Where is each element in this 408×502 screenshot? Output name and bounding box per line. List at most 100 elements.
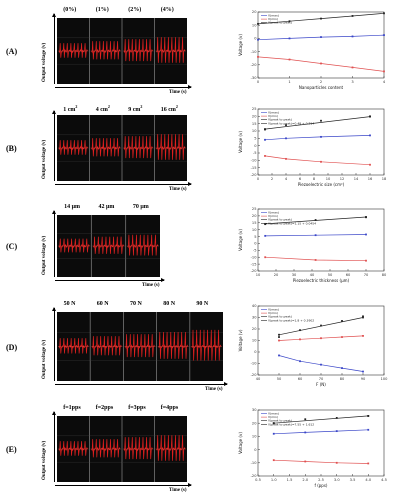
x-tick-label: 70 bbox=[319, 377, 324, 381]
voltage-chart: 10 20 30 40 50 60 70 80 -20 -15 -10 -5 0 5 10 15 20 25 Pie… bbox=[236, 203, 392, 295]
legend-entry: V(peak to peak) bbox=[268, 315, 292, 319]
x-tick-label: 40 bbox=[256, 377, 261, 381]
voltage-waveform bbox=[191, 329, 222, 361]
x-tick-label: 80 bbox=[340, 377, 345, 381]
data-point bbox=[335, 417, 338, 419]
x-tick-label: 0 bbox=[257, 80, 260, 84]
y-tick-label: -20 bbox=[251, 474, 258, 478]
waveform-svg bbox=[57, 312, 223, 381]
y-tick-label: 10 bbox=[252, 435, 257, 439]
data-point bbox=[320, 363, 322, 366]
y-tick-label: 15 bbox=[252, 122, 257, 126]
y-tick-label: -10 bbox=[251, 362, 258, 366]
voltage-waveform bbox=[58, 441, 88, 456]
waveform-svg bbox=[57, 416, 187, 482]
x-tick-label: 1.5 bbox=[287, 478, 293, 482]
legend-entry: V(max) bbox=[268, 211, 279, 215]
condition-label: f=4pps bbox=[160, 405, 179, 411]
x-axis-arrow bbox=[55, 85, 192, 89]
y-tick-label: 0 bbox=[254, 144, 257, 148]
y-tick-label: -10 bbox=[251, 50, 258, 54]
x-tick-label: 8 bbox=[313, 177, 316, 181]
voltage-chart: 0.5 1.0 1.5 2.0 2.5 3.0 3.5 4.0 4.5 -20 -10 0 10 20 30… bbox=[236, 404, 392, 500]
data-point bbox=[288, 58, 291, 61]
legend-entry: V(max) bbox=[268, 412, 279, 416]
voltage-waveform bbox=[158, 331, 189, 359]
data-point bbox=[257, 55, 259, 58]
data-point bbox=[320, 62, 322, 65]
data-point bbox=[369, 163, 371, 166]
data-point bbox=[314, 219, 317, 221]
series-line bbox=[273, 459, 369, 464]
y-tick-label: -20 bbox=[251, 269, 258, 273]
voltage-waveform bbox=[125, 334, 155, 358]
chart-x-label: Piezoelectric thickness (μm) bbox=[293, 278, 350, 283]
y-axis-arrow bbox=[52, 210, 56, 277]
data-point bbox=[288, 20, 291, 23]
condition-label: 50 N bbox=[63, 301, 76, 307]
condition-label: (0%) bbox=[63, 7, 77, 13]
data-point bbox=[272, 459, 275, 462]
x-tick-label: 20 bbox=[274, 273, 279, 277]
data-point bbox=[285, 157, 287, 160]
data-point bbox=[369, 115, 371, 118]
x-tick-label: 3.0 bbox=[334, 478, 340, 482]
voltage-chart-svg: 0.5 1.0 1.5 2.0 2.5 3.0 3.5 4.0 4.5 -20 -10 0 10 20 30… bbox=[238, 408, 387, 488]
y-tick-label: 10 bbox=[252, 129, 257, 133]
series-line bbox=[273, 429, 369, 435]
x-axis-arrow bbox=[55, 382, 228, 386]
x-tick-label: 16 bbox=[368, 177, 373, 181]
x-tick-label: 0.5 bbox=[255, 478, 261, 482]
data-point bbox=[367, 415, 370, 417]
chart-x-label: f (pps) bbox=[315, 483, 328, 488]
x-tick-label: 30 bbox=[292, 273, 297, 277]
series-line bbox=[264, 116, 371, 130]
data-point bbox=[367, 462, 370, 465]
voltage-chart-svg: 0 2 4 6 8 10 12 14 16 18 -20 -15 -10 -5 0 5 10 15 20 25 Piez… bbox=[238, 107, 387, 187]
data-point bbox=[278, 336, 280, 338]
x-tick-label: 60 bbox=[346, 273, 351, 277]
data-point bbox=[362, 370, 364, 373]
x-tick-label: 2 bbox=[271, 177, 273, 181]
y-tick-label: 10 bbox=[252, 339, 257, 343]
data-point bbox=[320, 36, 322, 38]
x-tick-label: 1.0 bbox=[271, 478, 277, 482]
x-axis-label: Time (s) bbox=[169, 488, 187, 493]
data-point bbox=[257, 22, 259, 25]
x-tick-label: 70 bbox=[364, 273, 369, 277]
x-tick-label: 100 bbox=[381, 377, 389, 381]
voltage-waveform bbox=[58, 238, 90, 253]
data-point bbox=[341, 336, 343, 338]
panel-label: (A) bbox=[6, 47, 18, 56]
data-point bbox=[365, 259, 367, 262]
data-point bbox=[335, 461, 338, 464]
series-line bbox=[278, 317, 364, 336]
y-tick-label: 20 bbox=[252, 327, 257, 331]
data-point bbox=[299, 338, 301, 341]
condition-label: (2%) bbox=[128, 7, 142, 13]
data-point bbox=[314, 259, 317, 261]
legend-entry: V(max) bbox=[268, 14, 279, 18]
series-line bbox=[273, 415, 369, 424]
x-axis-label: Time (s) bbox=[169, 187, 187, 192]
legend-entry: V(max) bbox=[268, 308, 279, 312]
y-tick-label: -5 bbox=[253, 151, 257, 155]
y-axis-label: Output voltage (v) bbox=[42, 235, 47, 275]
panel-label: (B) bbox=[6, 144, 17, 153]
y-tick-label: -15 bbox=[251, 262, 257, 266]
legend-entry: V(peak to peak) bbox=[268, 218, 292, 222]
x-axis-label: Time (s) bbox=[205, 387, 223, 392]
data-point bbox=[304, 460, 307, 463]
x-tick-label: 10 bbox=[256, 273, 261, 277]
x-tick-label: 50 bbox=[328, 273, 333, 277]
oscilloscope-display bbox=[57, 115, 187, 181]
x-tick-label: 4.5 bbox=[381, 478, 387, 482]
voltage-waveform bbox=[58, 338, 89, 354]
legend-entry: V(min) bbox=[268, 214, 278, 218]
panel-label: (E) bbox=[6, 445, 17, 454]
data-point bbox=[362, 335, 364, 337]
figure-row: (E) f=1pps f=2pps f=3pps f=4pps Output voltag… bbox=[0, 404, 408, 496]
data-point bbox=[285, 137, 287, 140]
data-point bbox=[351, 66, 354, 69]
data-point bbox=[288, 37, 291, 40]
